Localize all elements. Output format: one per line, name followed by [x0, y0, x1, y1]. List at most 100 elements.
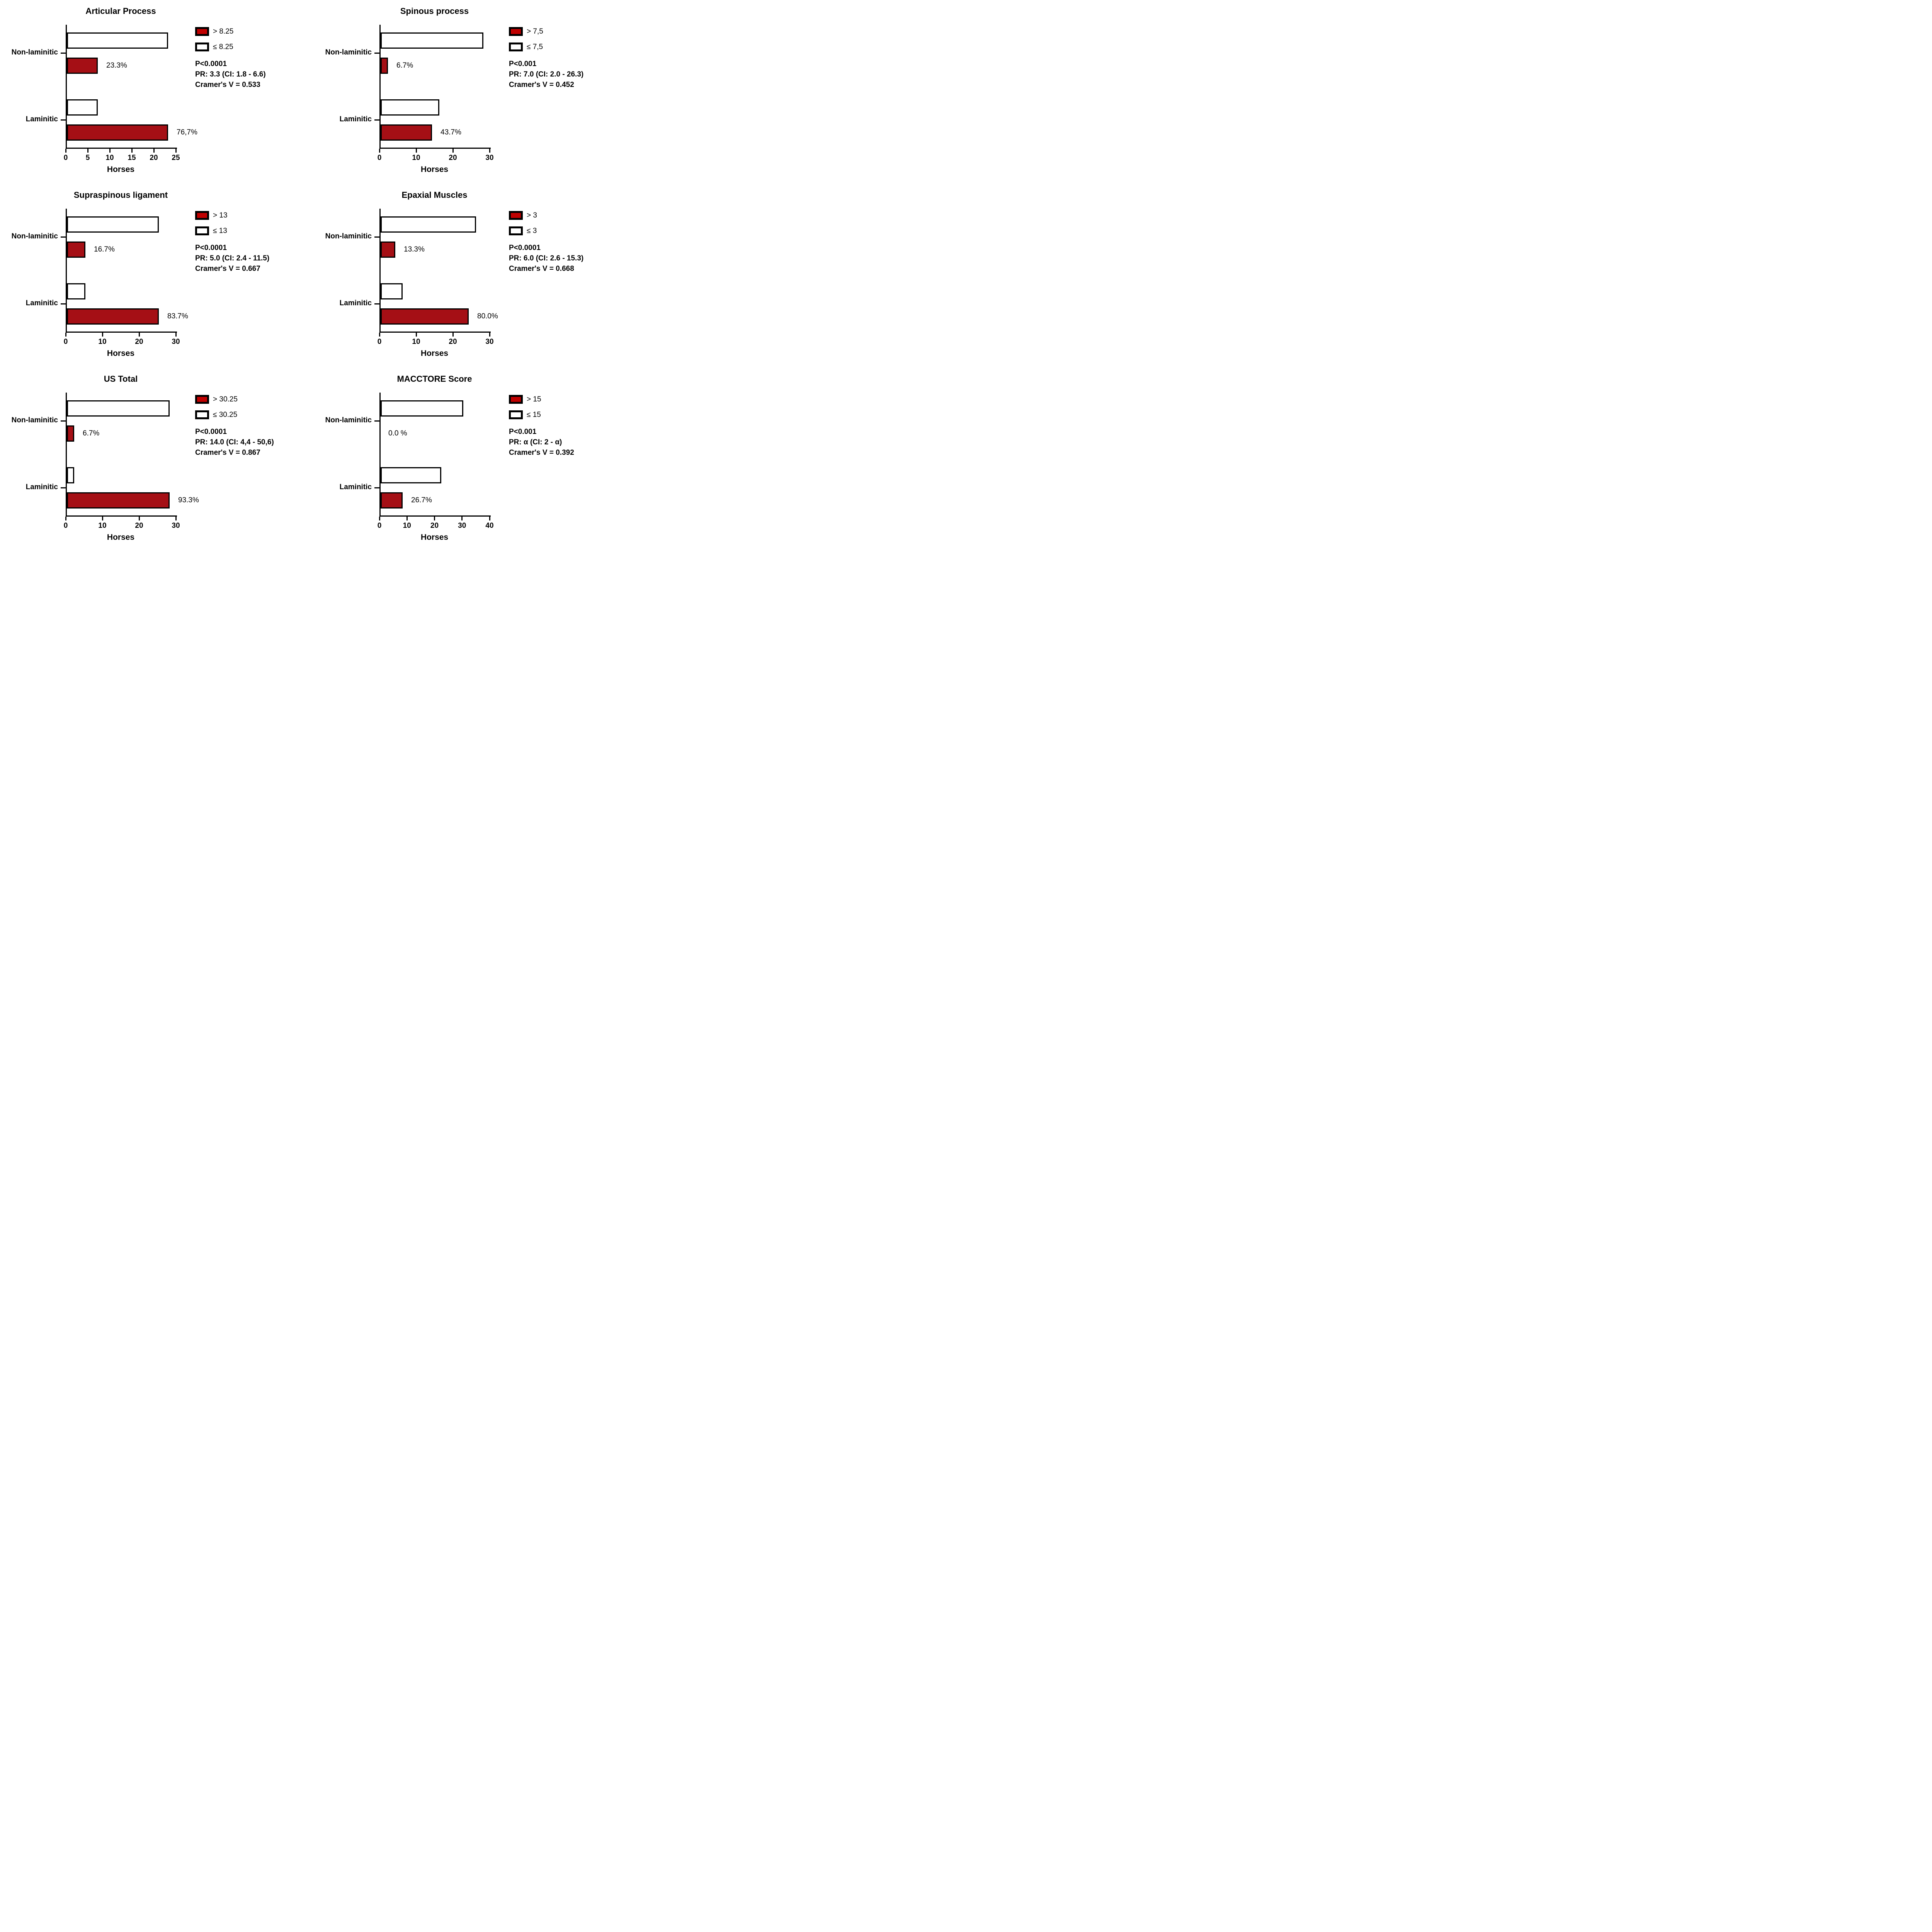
legend-swatch-white — [195, 226, 209, 235]
category-tick — [61, 303, 66, 304]
legend-label-above-cutoff: > 30.25 — [213, 395, 238, 403]
red-bar — [381, 58, 388, 74]
legend-swatch-red — [195, 211, 209, 220]
x-tick-label: 20 — [449, 154, 457, 162]
percent-label: 23.3% — [106, 61, 127, 70]
white-bar — [381, 400, 463, 417]
percent-label: 80.0% — [477, 312, 498, 320]
category-tick — [61, 53, 66, 54]
category-tick — [374, 119, 379, 121]
red-bar — [381, 308, 469, 325]
stats-block: P<0.0001 PR: 5.0 (CI: 2.4 - 11.5) Cramer's… — [195, 243, 269, 274]
x-axis-tick — [65, 333, 66, 337]
percent-label: 13.3% — [404, 245, 425, 253]
x-axis-title: Horses — [420, 165, 449, 174]
x-tick-label: 10 — [412, 338, 420, 346]
x-tick-label: 30 — [172, 338, 180, 346]
stats-line: P<0.001 — [509, 60, 537, 68]
legend-swatch-red — [509, 27, 523, 36]
red-bar — [67, 425, 74, 442]
percent-label: 0.0 % — [388, 429, 407, 437]
stats-line: PR: 14.0 (CI: 4,4 - 50,6) — [195, 438, 274, 446]
legend-swatch-red — [195, 395, 209, 404]
stats-block: P<0.0001 PR: 14.0 (CI: 4,4 - 50,6) Cramer'… — [195, 427, 274, 458]
legend-swatch-red — [509, 395, 523, 404]
x-tick-label: 10 — [98, 338, 107, 346]
category-label: Laminitic — [339, 483, 372, 491]
x-axis-title: Horses — [107, 165, 135, 174]
x-tick-label: 10 — [403, 522, 411, 530]
x-tick-label: 0 — [377, 338, 382, 346]
white-bar — [381, 467, 441, 483]
x-tick-label: 25 — [172, 154, 180, 162]
x-axis-tick — [489, 149, 490, 153]
category-tick — [374, 487, 379, 488]
x-axis-tick — [138, 333, 140, 337]
x-tick-label: 30 — [458, 522, 466, 530]
x-axis-title: Horses — [420, 349, 449, 358]
x-axis-tick — [452, 149, 454, 153]
category-label: Non-laminitic — [11, 416, 58, 424]
plot-area: 0.0 % 26.7% — [379, 393, 491, 517]
red-bar — [67, 308, 159, 325]
x-tick-label: 0 — [377, 154, 382, 162]
white-bar — [381, 32, 483, 49]
x-axis-tick — [175, 517, 177, 520]
white-bar — [67, 99, 98, 116]
red-bar — [67, 492, 170, 509]
category-label: Non-laminitic — [325, 416, 372, 424]
x-tick-label: 20 — [135, 338, 143, 346]
stats-block: P<0.0001 PR: 3.3 (CI: 1.8 - 6.6) Cramer's … — [195, 59, 266, 90]
category-label: Laminitic — [339, 299, 372, 307]
x-tick-label: 20 — [449, 338, 457, 346]
stats-line: PR: 7.0 (CI: 2.0 - 26.3) — [509, 70, 584, 78]
white-bar — [67, 467, 74, 483]
plot-area: 16.7% 83.7% — [66, 209, 188, 333]
stats-line: P<0.0001 — [195, 428, 227, 436]
chart-title: Spinous process — [400, 6, 469, 16]
x-axis-title: Horses — [420, 533, 449, 542]
red-bar — [67, 58, 98, 74]
x-axis-tick — [434, 517, 435, 520]
x-axis-tick — [87, 149, 88, 153]
chart-title: Supraspinous ligament — [73, 190, 168, 200]
category-label: Laminitic — [26, 483, 58, 491]
plot-area: 23.3% 76,7% — [66, 25, 197, 149]
x-tick-label: 0 — [63, 338, 68, 346]
chart-panel-us-total: US Total 6.7% 93.3% Non-laminitic Laminitic 0… — [0, 368, 314, 552]
chart-panel-epaxial-muscles: Epaxial Muscles 13.3% 80.0% Non-laminitic La… — [314, 184, 628, 368]
category-label: Non-laminitic — [11, 48, 58, 56]
stats-line: PR: 5.0 (CI: 2.4 - 11.5) — [195, 254, 270, 262]
x-axis-tick — [489, 333, 490, 337]
percent-label: 26.7% — [411, 496, 432, 504]
x-tick-label: 20 — [430, 522, 439, 530]
stats-line: Cramer's V = 0.667 — [195, 265, 260, 273]
stats-block: P<0.001 PR: 7.0 (CI: 2.0 - 26.3) Cramer's … — [509, 59, 583, 90]
category-label: Non-laminitic — [325, 232, 372, 240]
x-axis-tick — [379, 149, 380, 153]
stats-line: P<0.0001 — [509, 244, 541, 252]
x-tick-label: 10 — [412, 154, 420, 162]
legend-label-above-cutoff: > 15 — [527, 395, 541, 403]
chart-title: MACCTORE Score — [397, 374, 472, 384]
legend-label-above-cutoff: > 13 — [213, 211, 228, 219]
x-axis-tick — [379, 333, 380, 337]
x-tick-label: 10 — [98, 522, 107, 530]
x-axis-tick — [65, 517, 66, 520]
x-axis-tick — [406, 517, 408, 520]
legend-swatch-white — [509, 410, 523, 419]
x-tick-label: 30 — [485, 154, 494, 162]
percent-label: 43.7% — [440, 128, 461, 136]
white-bar — [381, 216, 476, 233]
x-tick-label: 30 — [485, 338, 494, 346]
stats-block: P<0.001 PR: α (CI: 2 - α) Cramer's V = 0.3… — [509, 427, 574, 458]
x-tick-label: 15 — [128, 154, 136, 162]
x-axis-tick — [175, 333, 177, 337]
legend-swatch-white — [195, 43, 209, 51]
white-bar — [381, 99, 439, 116]
x-tick-label: 5 — [85, 154, 90, 162]
x-axis-tick — [102, 517, 103, 520]
x-tick-label: 0 — [377, 522, 382, 530]
category-tick — [374, 53, 379, 54]
legend-swatch-red — [195, 27, 209, 36]
